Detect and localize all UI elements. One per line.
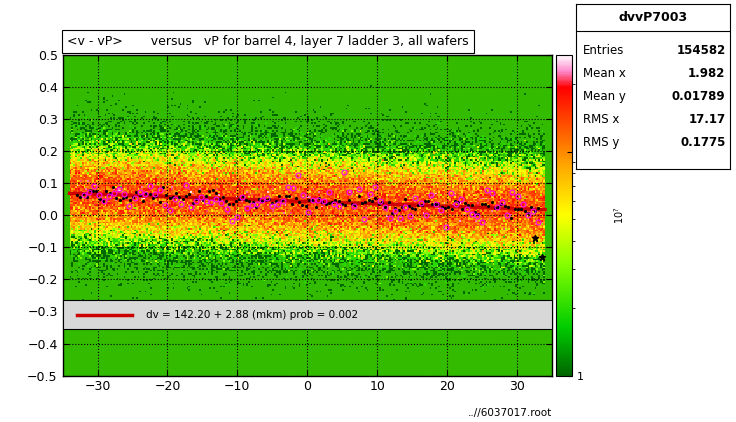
Text: 17.17: 17.17 — [688, 113, 726, 126]
Text: Mean y: Mean y — [583, 90, 626, 103]
Text: 0.01789: 0.01789 — [672, 90, 726, 103]
Text: $10^?$: $10^?$ — [612, 206, 626, 224]
Text: RMS x: RMS x — [583, 113, 620, 126]
Text: 1.982: 1.982 — [688, 67, 726, 80]
Bar — [63, 300, 552, 329]
Text: ..//6037017.root: ..//6037017.root — [468, 408, 552, 418]
Text: 154582: 154582 — [676, 44, 726, 57]
Text: <v - vP>       versus   vP for barrel 4, layer 7 ladder 3, all wafers: <v - vP> versus vP for barrel 4, layer 7… — [68, 35, 469, 49]
Text: Entries: Entries — [583, 44, 625, 57]
Text: Mean x: Mean x — [583, 67, 626, 80]
Text: RMS y: RMS y — [583, 136, 620, 149]
Text: dv = 142.20 + 2.88 (mkm) prob = 0.002: dv = 142.20 + 2.88 (mkm) prob = 0.002 — [146, 310, 358, 319]
Text: dvvP7003: dvvP7003 — [618, 11, 687, 24]
Text: 0.1775: 0.1775 — [680, 136, 726, 149]
